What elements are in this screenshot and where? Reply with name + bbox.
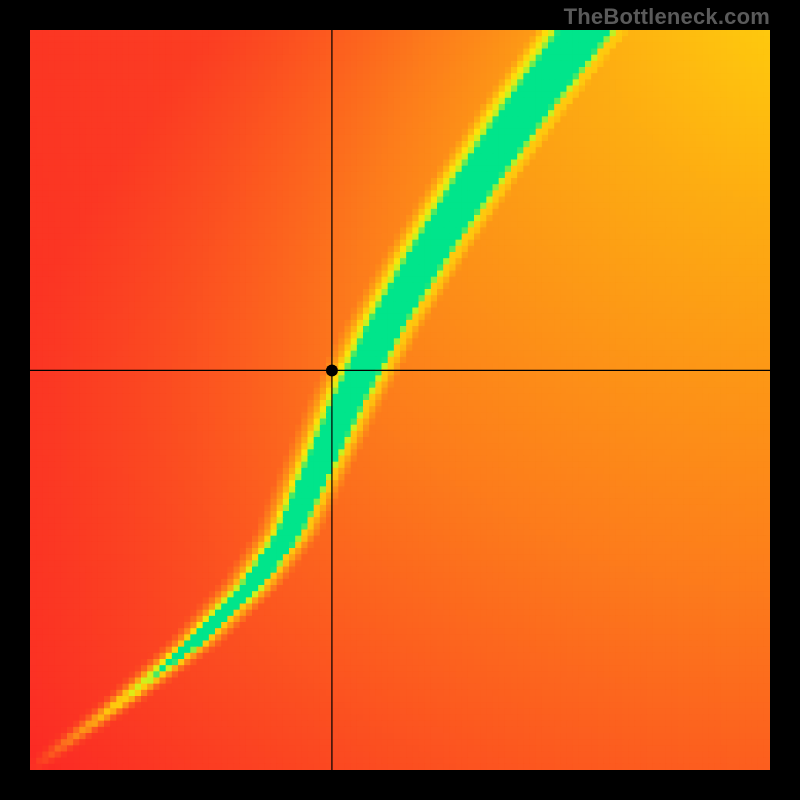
chart-container: TheBottleneck.com [0,0,800,800]
watermark-text: TheBottleneck.com [564,4,770,30]
bottleneck-heatmap [30,30,770,770]
